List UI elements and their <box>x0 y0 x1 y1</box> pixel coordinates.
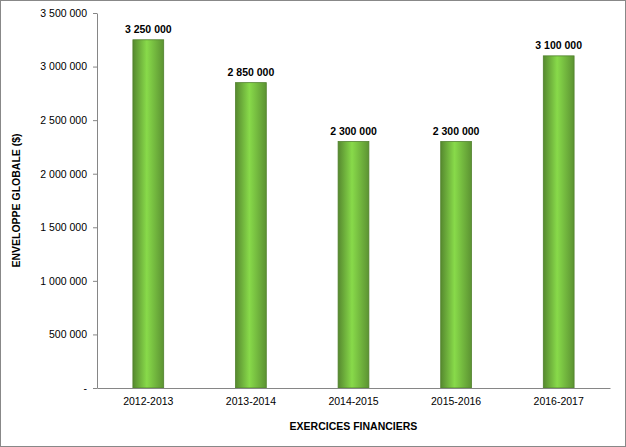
y-tick-label: 2 500 000 <box>40 114 87 126</box>
x-tick: 2014-2015 <box>328 388 378 407</box>
y-tick-mark <box>93 174 97 175</box>
x-axis-title: EXERCICES FINANCIERS <box>290 420 418 432</box>
y-tick-mark <box>93 120 97 121</box>
y-axis-title: ENVELOPPE GLOBALE ($) <box>10 133 22 267</box>
y-tick-label: 1 000 000 <box>40 275 87 287</box>
data-label: 2 850 000 <box>228 66 275 78</box>
data-label: 2 300 000 <box>433 125 480 137</box>
x-tick-label: 2014-2015 <box>328 395 378 407</box>
y-tick-label: 1 500 000 <box>40 221 87 233</box>
y-tick-label: 3 000 000 <box>40 60 87 72</box>
y-tick: 500 000 <box>49 328 97 340</box>
x-tick-label: 2016-2017 <box>534 395 584 407</box>
bars <box>133 40 574 388</box>
bar <box>338 142 369 388</box>
x-tick-label: 2015-2016 <box>431 395 481 407</box>
data-label: 3 100 000 <box>535 39 582 51</box>
y-tick-label: 500 000 <box>49 328 87 340</box>
x-axis: 2012-2013 2013-2014 2014-2015 2015-2016 2016… <box>98 388 611 407</box>
y-tick-mark <box>93 388 97 389</box>
x-tick: 2015-2016 <box>431 388 481 407</box>
y-tick: 1 000 000 <box>40 275 97 287</box>
bar <box>236 83 267 388</box>
x-tick-label: 2012-2013 <box>123 395 173 407</box>
y-axis: - 500 000 1 000 000 1 500 000 2 000 000 2 500… <box>40 7 97 394</box>
y-tick: - <box>84 382 98 394</box>
y-tick-mark <box>93 334 97 335</box>
chart-frame <box>1 1 626 447</box>
y-tick-label: 3 500 000 <box>40 7 87 19</box>
y-tick: 2 000 000 <box>40 168 97 180</box>
chart: - 500 000 1 000 000 1 500 000 2 000 000 2 500… <box>0 0 626 447</box>
y-tick: 2 500 000 <box>40 114 97 126</box>
y-tick: 3 000 000 <box>40 60 97 72</box>
y-tick-mark <box>93 13 97 14</box>
y-tick-mark <box>93 67 97 68</box>
x-tick: 2012-2013 <box>123 388 173 407</box>
x-tick: 2016-2017 <box>534 388 584 407</box>
x-axis-line <box>98 388 611 389</box>
data-labels: 3 250 000 2 850 000 2 300 000 2 300 000 3 10… <box>125 23 582 137</box>
bar <box>133 40 164 388</box>
y-tick-mark <box>93 281 97 282</box>
bar <box>543 56 574 388</box>
y-tick-mark <box>93 227 97 228</box>
y-tick-label: 2 000 000 <box>40 168 87 180</box>
data-label: 2 300 000 <box>330 125 377 137</box>
y-tick: 3 500 000 <box>40 7 97 19</box>
y-tick-label: - <box>84 382 88 394</box>
data-label: 3 250 000 <box>125 23 172 35</box>
x-tick: 2013-2014 <box>226 388 276 407</box>
y-tick: 1 500 000 <box>40 221 97 233</box>
bar <box>441 142 472 388</box>
x-tick-label: 2013-2014 <box>226 395 276 407</box>
y-axis-line <box>97 14 98 389</box>
